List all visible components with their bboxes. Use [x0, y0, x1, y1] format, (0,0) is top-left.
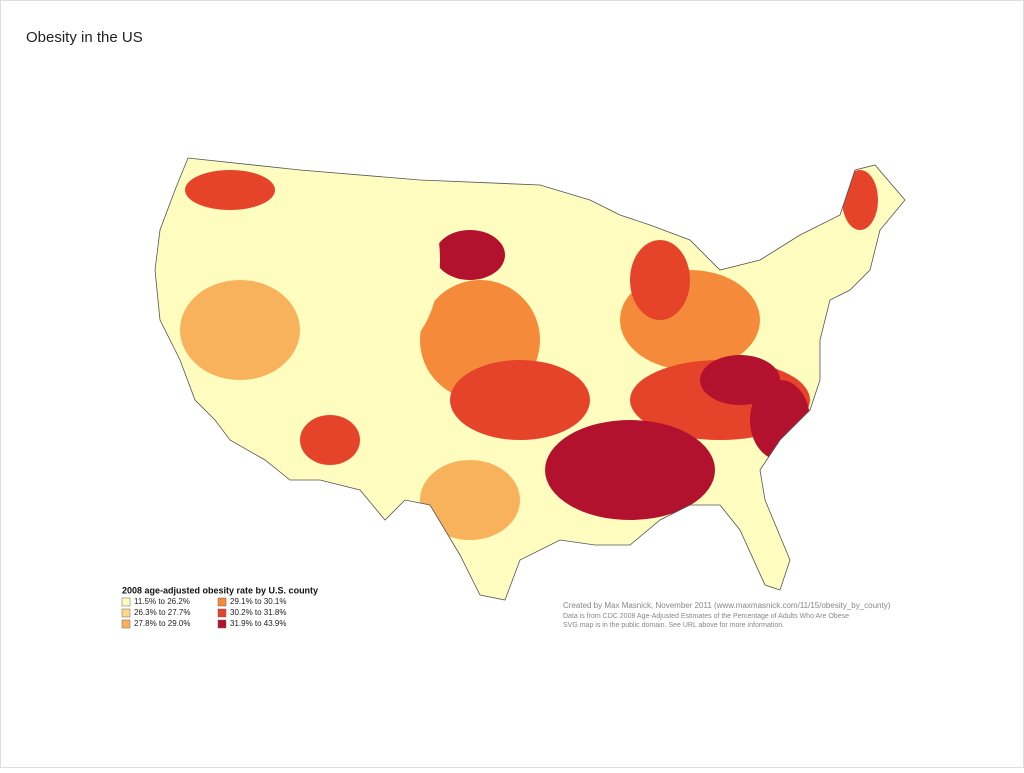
legend-label: 26.3% to 27.7% — [134, 608, 190, 617]
credit-line: Created by Max Masnick, November 2011 (w… — [563, 601, 891, 610]
legend-label: 11.5% to 26.2% — [134, 597, 190, 606]
credit-line: Data is from CDC 2008 Age-Adjusted Estim… — [563, 613, 849, 620]
region — [180, 280, 300, 380]
region — [435, 230, 505, 280]
slide-title: Obesity in the US — [26, 29, 143, 46]
region — [340, 170, 440, 350]
legend-swatch — [217, 608, 227, 618]
region — [630, 240, 690, 320]
credit-line: SVG map is in the public domain. See URL… — [563, 622, 784, 629]
legend-swatch — [217, 619, 227, 629]
region — [842, 170, 878, 230]
legend-label: 27.8% to 29.0% — [134, 619, 190, 628]
region — [420, 460, 520, 540]
region — [185, 170, 275, 210]
legend-label: 29.1% to 30.1% — [230, 597, 286, 606]
legend-swatch — [121, 608, 131, 618]
legend-title: 2008 age-adjusted obesity rate by U.S. c… — [122, 585, 318, 595]
region — [545, 420, 715, 520]
region — [300, 415, 360, 465]
region — [450, 360, 590, 440]
legend: 11.5% to 26.2% 26.3% to 27.7% 27.8% to 29.… — [121, 597, 286, 629]
legend-swatch — [121, 619, 131, 629]
legend-swatch — [121, 597, 131, 607]
legend-label: 30.2% to 31.8% — [230, 608, 286, 617]
legend-label: 31.9% to 43.9% — [230, 619, 286, 628]
legend-swatch — [217, 597, 227, 607]
